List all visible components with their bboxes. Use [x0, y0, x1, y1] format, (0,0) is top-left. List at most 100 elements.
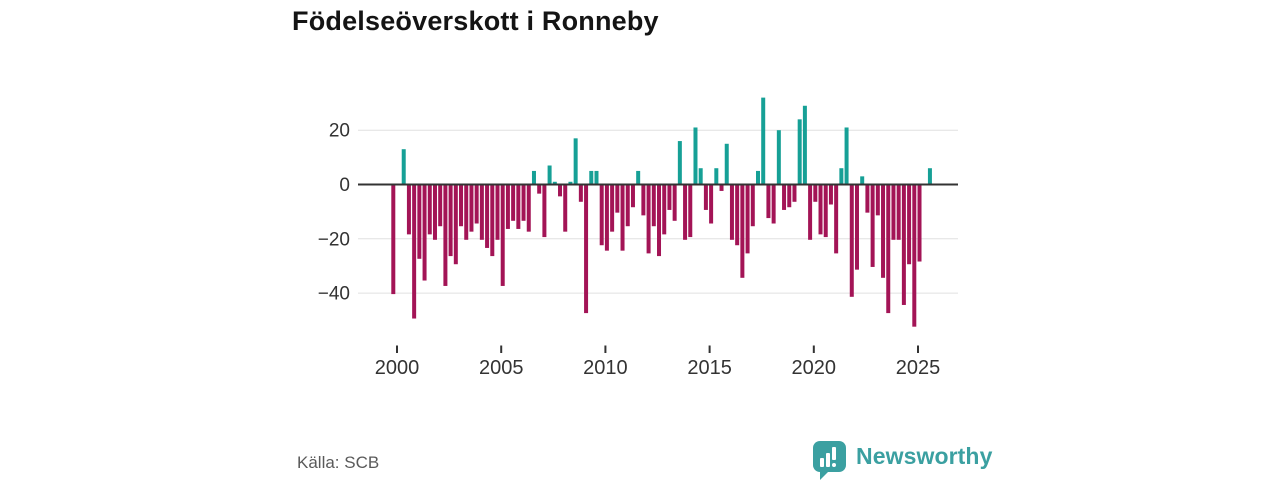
bar-2014-Q1	[688, 185, 693, 238]
bar-2006-Q4	[537, 185, 542, 194]
bar-2009-Q2	[589, 170, 594, 185]
bar-2003-Q2	[464, 185, 469, 240]
bar-2001-Q1	[417, 185, 422, 259]
bar-2023-Q1	[875, 185, 880, 216]
bar-2018-Q4	[787, 185, 792, 208]
bar-2010-Q3	[615, 185, 620, 213]
bar-2015-Q3	[719, 185, 724, 191]
bar-2014-Q3	[698, 168, 703, 185]
newsworthy-logo-icon	[813, 441, 846, 480]
bar-2005-Q1	[500, 185, 505, 286]
bar-2023-Q3	[886, 185, 891, 314]
source-note: Källa: SCB	[297, 453, 380, 472]
bar-2014-Q4	[703, 185, 708, 210]
bar-2012-Q3	[657, 185, 662, 257]
bar-2001-Q3	[427, 185, 432, 235]
bar-2008-Q3	[573, 138, 578, 185]
bar-2018-Q1	[771, 185, 776, 224]
bar-2013-Q1	[667, 185, 672, 210]
y-axis-label-0: 0	[339, 175, 350, 196]
bar-2002-Q3	[448, 185, 453, 257]
bar-2004-Q3	[490, 185, 495, 257]
bar-2020-Q1	[813, 185, 818, 202]
bar-2011-Q1	[625, 185, 630, 227]
x-axis-label-2000: 2000	[375, 357, 420, 379]
bar-2016-Q2	[735, 185, 740, 246]
bar-2001-Q4	[432, 185, 437, 240]
y-axis-label-20: 20	[329, 121, 350, 142]
bar-2010-Q4	[620, 185, 625, 251]
bar-2017-Q3	[761, 97, 766, 185]
bar-2019-Q2	[797, 119, 802, 185]
branding: Newsworthy	[812, 440, 992, 481]
bar-2020-Q3	[823, 185, 828, 238]
bar-2003-Q3	[469, 185, 474, 232]
bar-2003-Q1	[459, 185, 464, 227]
bar-2012-Q2	[651, 185, 656, 227]
bar-2023-Q2	[881, 185, 886, 278]
bar-2011-Q2	[630, 185, 635, 208]
bar-2012-Q4	[662, 185, 667, 235]
bar-2019-Q1	[792, 185, 797, 202]
bar-2007-Q4	[558, 185, 563, 197]
bar-2025-Q1	[917, 185, 922, 262]
chart-title: Födelseöverskott i Ronneby	[292, 6, 659, 36]
bar-2009-Q4	[599, 185, 604, 246]
bar-2007-Q1	[542, 185, 547, 238]
bar-2013-Q3	[677, 141, 682, 185]
x-axis-label-2015: 2015	[687, 357, 732, 379]
bar-2020-Q2	[818, 185, 823, 235]
bar-2003-Q4	[474, 185, 479, 224]
x-axis-label-2025: 2025	[896, 357, 941, 379]
bar-2006-Q3	[531, 170, 536, 185]
bar-2005-Q4	[516, 185, 521, 229]
bar-2015-Q2	[714, 168, 719, 185]
bar-2011-Q3	[636, 170, 641, 185]
bar-2008-Q1	[563, 185, 568, 232]
bar-2014-Q2	[693, 127, 698, 185]
bar-2000-Q3	[406, 185, 411, 235]
bar-2020-Q4	[828, 185, 833, 205]
x-axis-label-2020: 2020	[792, 357, 837, 379]
y-axis-label--40: −40	[318, 284, 350, 305]
bar-2006-Q2	[526, 185, 531, 232]
y-axis-label--20: −20	[318, 229, 350, 250]
bar-2002-Q4	[453, 185, 458, 265]
bar-2005-Q2	[505, 185, 510, 229]
bar-2010-Q1	[604, 185, 609, 251]
newsworthy-wordmark: Newsworthy	[856, 443, 993, 469]
bar-2008-Q4	[578, 185, 583, 202]
bar-2018-Q3	[782, 185, 787, 210]
bar-2019-Q4	[808, 185, 813, 240]
bar-2024-Q1	[896, 185, 901, 240]
birth-surplus-bar-chart: 20 0 −20 −40 2000 2005 2010 2015 2020 2025	[318, 97, 958, 379]
bar-2016-Q3	[740, 185, 745, 278]
bar-2006-Q1	[521, 185, 526, 221]
bar-2024-Q4	[912, 185, 917, 327]
bar-2004-Q2	[485, 185, 490, 248]
bar-2021-Q2	[839, 168, 844, 185]
bar-1999-Q4	[391, 185, 396, 295]
bar-2017-Q1	[750, 185, 755, 227]
bar-2013-Q2	[672, 185, 677, 221]
bar-2000-Q4	[412, 185, 417, 319]
bar-2024-Q3	[907, 185, 912, 265]
bar-2002-Q1	[438, 185, 443, 227]
bar-2018-Q2	[776, 130, 781, 185]
bar-2021-Q3	[844, 127, 849, 185]
bar-2016-Q4	[745, 185, 750, 254]
bar-2000-Q2	[401, 149, 406, 185]
bar-2019-Q3	[802, 105, 807, 185]
bar-2015-Q4	[724, 143, 729, 185]
bar-2004-Q4	[495, 185, 500, 240]
bar-2015-Q1	[709, 185, 714, 224]
bar-2010-Q2	[610, 185, 615, 232]
bar-2022-Q1	[854, 185, 859, 270]
bar-2001-Q2	[422, 185, 427, 281]
x-axis-label-2005: 2005	[479, 357, 524, 379]
bar-2016-Q1	[729, 185, 734, 240]
bar-2021-Q1	[834, 185, 839, 254]
bar-2017-Q4	[766, 185, 771, 219]
bar-2008-Q2	[568, 181, 573, 185]
bar-2011-Q4	[641, 185, 646, 216]
